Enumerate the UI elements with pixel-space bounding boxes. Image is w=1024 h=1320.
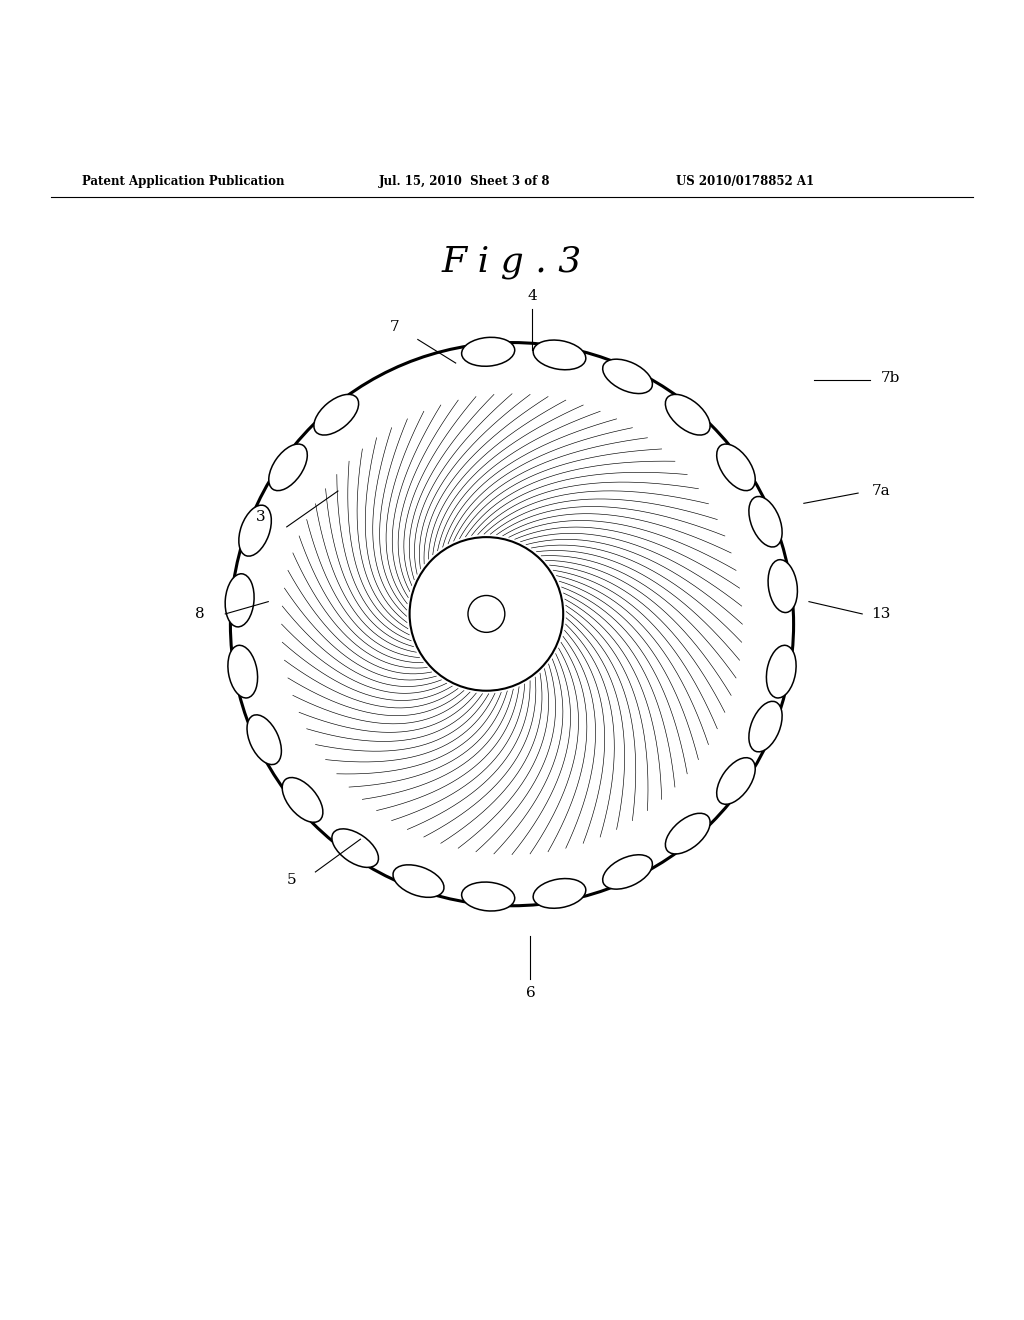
- Ellipse shape: [283, 777, 323, 822]
- Text: 13: 13: [871, 607, 890, 620]
- Ellipse shape: [462, 338, 515, 366]
- Ellipse shape: [239, 506, 271, 556]
- Ellipse shape: [247, 715, 282, 764]
- Ellipse shape: [766, 645, 796, 698]
- Ellipse shape: [314, 395, 358, 436]
- Ellipse shape: [225, 574, 254, 627]
- Ellipse shape: [749, 496, 782, 546]
- Text: 7a: 7a: [871, 484, 890, 498]
- Ellipse shape: [534, 879, 586, 908]
- Ellipse shape: [603, 359, 652, 393]
- Text: 4: 4: [527, 289, 538, 304]
- Text: US 2010/0178852 A1: US 2010/0178852 A1: [676, 174, 814, 187]
- Ellipse shape: [749, 701, 782, 752]
- Ellipse shape: [534, 341, 586, 370]
- Ellipse shape: [768, 560, 798, 612]
- Circle shape: [410, 537, 563, 690]
- Ellipse shape: [666, 395, 710, 436]
- Ellipse shape: [268, 444, 307, 491]
- Ellipse shape: [717, 758, 756, 804]
- Text: 5: 5: [287, 873, 297, 887]
- Ellipse shape: [666, 813, 710, 854]
- Ellipse shape: [393, 865, 444, 898]
- Text: 7: 7: [389, 321, 399, 334]
- Text: 7b: 7b: [882, 371, 900, 385]
- Ellipse shape: [332, 829, 379, 867]
- Text: 8: 8: [195, 607, 205, 620]
- Text: Patent Application Publication: Patent Application Publication: [82, 174, 285, 187]
- Ellipse shape: [717, 444, 756, 491]
- Ellipse shape: [462, 882, 515, 911]
- Text: Jul. 15, 2010  Sheet 3 of 8: Jul. 15, 2010 Sheet 3 of 8: [379, 174, 550, 187]
- Text: 6: 6: [525, 986, 536, 999]
- Ellipse shape: [603, 855, 652, 890]
- Ellipse shape: [228, 645, 258, 698]
- Text: F i g . 3: F i g . 3: [442, 246, 582, 280]
- Text: 3: 3: [256, 510, 266, 524]
